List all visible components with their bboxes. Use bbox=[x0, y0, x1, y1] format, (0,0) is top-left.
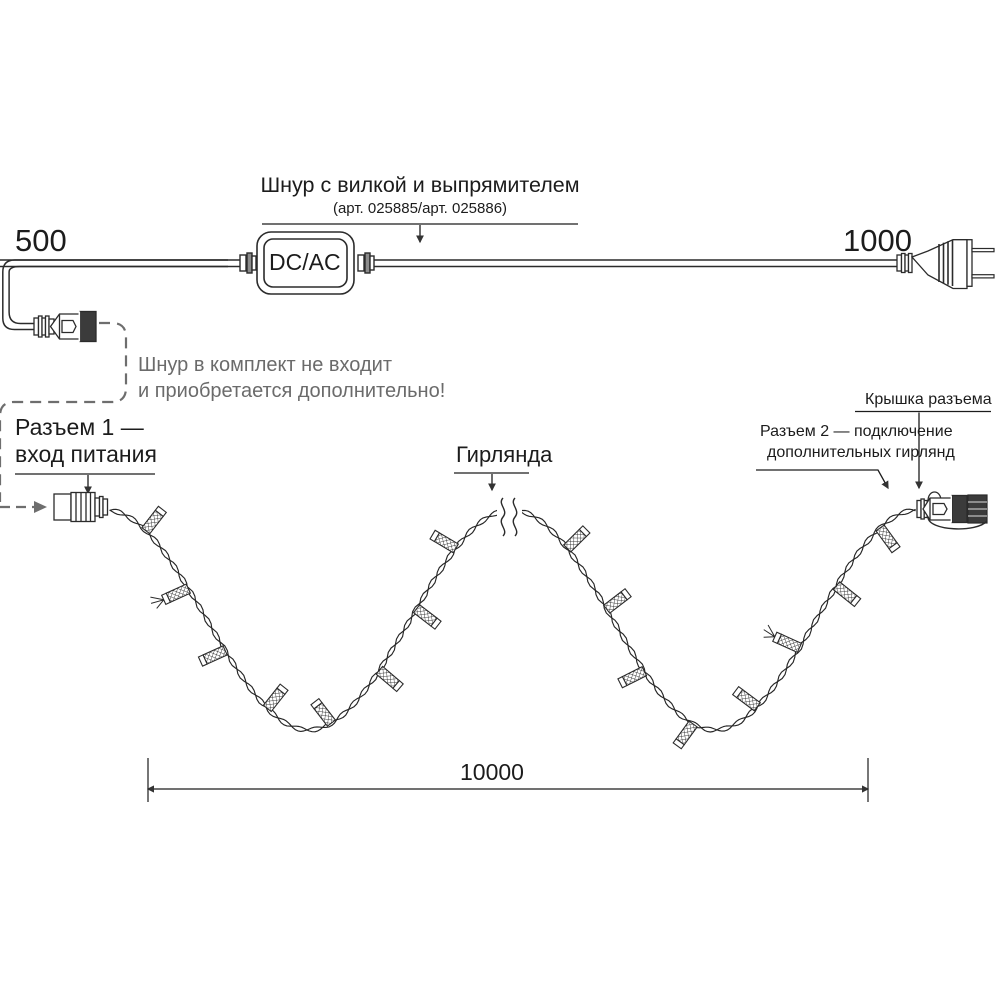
svg-text:DC/AC: DC/AC bbox=[269, 249, 341, 275]
svg-text:1000: 1000 bbox=[843, 223, 912, 258]
svg-text:Разъем 2 — подключение: Разъем 2 — подключение bbox=[760, 423, 953, 440]
svg-text:дополнительных гирлянд: дополнительных гирлянд bbox=[767, 444, 955, 461]
svg-text:Гирлянда: Гирлянда bbox=[456, 442, 553, 467]
svg-text:(арт. 025885/арт. 025886): (арт. 025885/арт. 025886) bbox=[333, 200, 507, 217]
svg-text:и приобретается дополнительно!: и приобретается дополнительно! bbox=[138, 380, 445, 402]
svg-text:10000: 10000 bbox=[460, 759, 524, 785]
svg-text:Крышка разъема: Крышка разъема bbox=[865, 391, 992, 408]
svg-text:500: 500 bbox=[15, 223, 67, 258]
svg-text:Шнур с вилкой и выпрямителем: Шнур с вилкой и выпрямителем bbox=[260, 173, 579, 197]
svg-text:вход питания: вход питания bbox=[15, 441, 157, 467]
svg-text:Разъем 1 —: Разъем 1 — bbox=[15, 414, 144, 440]
svg-text:Шнур в комплект не входит: Шнур в комплект не входит bbox=[138, 354, 392, 376]
